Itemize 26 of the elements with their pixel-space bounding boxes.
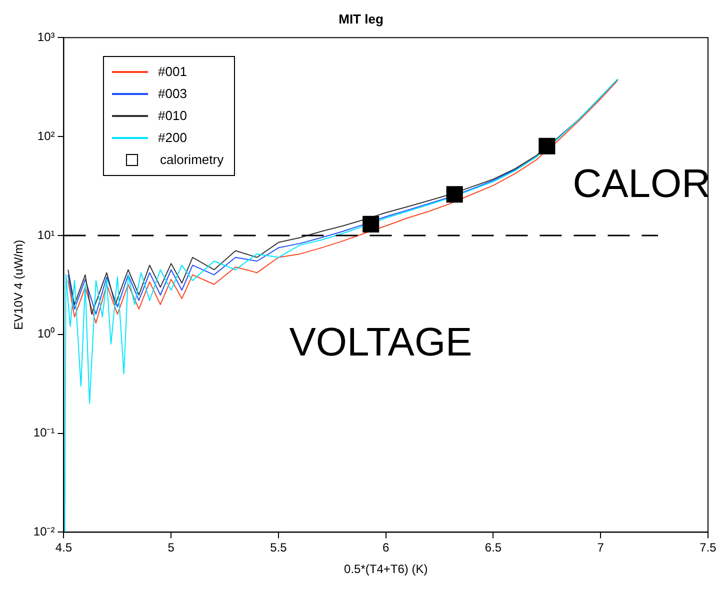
y-tick-label: 10³ [37, 30, 55, 44]
legend-label: #001 [158, 63, 187, 81]
x-tick-label: 7.5 [700, 540, 717, 555]
y-tick-label: 10⁰ [37, 326, 55, 341]
y-tick-label: 10⁻² [33, 524, 55, 539]
legend-label: #200 [158, 129, 187, 147]
y-tick-label: 10⁻¹ [33, 426, 55, 440]
legend-label: #010 [158, 107, 187, 125]
y-axis-title: EV10V 4 (uW/m) [12, 240, 26, 330]
x-axis-title: 0.5*(T4+T6) (K) [344, 562, 428, 576]
annotation: VOLTAGE [289, 320, 472, 364]
point [362, 216, 380, 232]
x-tick-label: 4.5 [55, 540, 72, 555]
legend-label: #003 [158, 85, 187, 103]
point [446, 186, 463, 203]
x-tick-label: 5 [168, 540, 175, 555]
y-tick-label: 10¹ [37, 228, 55, 242]
x-tick-label: 6 [382, 540, 390, 555]
x-tick-label: 5.5 [270, 540, 288, 555]
x-tick-label: 6.5 [484, 540, 502, 555]
chart-title: MIT leg [338, 11, 384, 26]
y-tick-label: 10² [37, 128, 55, 143]
x-tick-label: 7 [597, 540, 604, 555]
legend-label: calorimetry [160, 151, 224, 169]
annotation: CALOR [572, 162, 711, 206]
point [538, 138, 556, 154]
